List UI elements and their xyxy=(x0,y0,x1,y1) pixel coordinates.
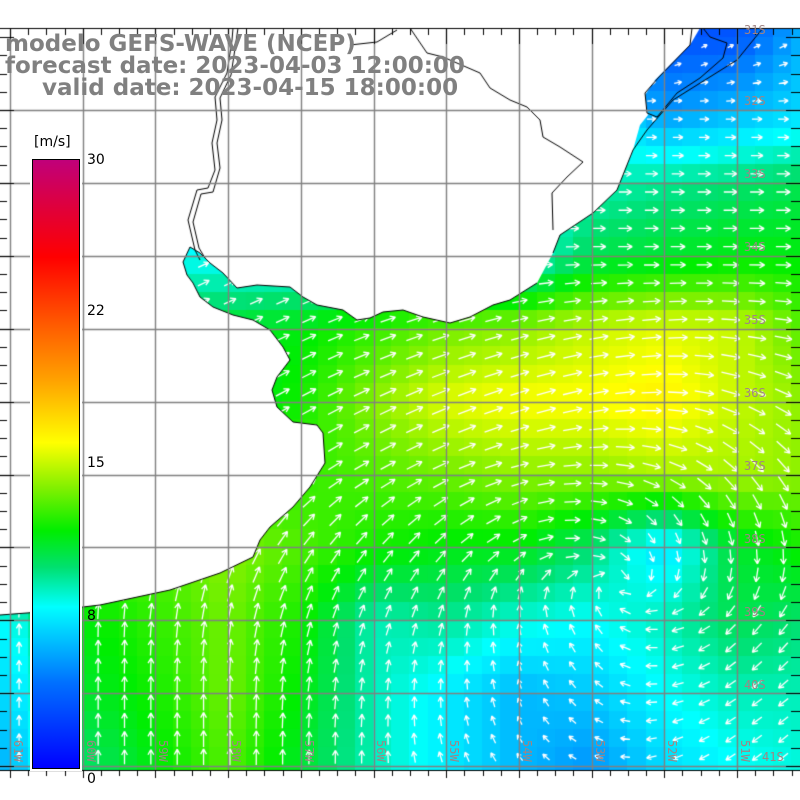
lat-label: 40S xyxy=(744,678,766,692)
lat-label: 41S xyxy=(762,750,784,764)
forecast-date: forecast date: 2023-04-03 12:00:00 xyxy=(5,53,465,79)
lon-label: 60W xyxy=(84,740,98,762)
lat-label: 31S xyxy=(744,23,766,37)
lat-label: 39S xyxy=(744,605,766,619)
colorbar-label: 22 xyxy=(87,303,105,319)
lon-label: 51W xyxy=(738,740,752,762)
model-title: modelo GEFS-WAVE (NCEP) xyxy=(5,31,356,57)
lat-label: 38S xyxy=(744,532,766,546)
colorbar-label: 15 xyxy=(87,455,105,471)
colorbar-label: 8 xyxy=(87,608,96,624)
lat-label: 33S xyxy=(744,167,766,181)
colorbar-unit: [m/s] xyxy=(34,134,71,150)
colorbar-label: 0 xyxy=(87,771,96,787)
lon-label: 59W xyxy=(156,740,170,762)
valid-date: valid date: 2023-04-15 18:00:00 xyxy=(42,75,459,101)
lat-label: 37S xyxy=(744,459,766,473)
lon-label: 54W xyxy=(520,740,534,762)
lat-label: 35S xyxy=(744,313,766,327)
lon-label: 53W xyxy=(593,740,607,762)
lon-label: 55W xyxy=(447,740,461,762)
lat-label: 32S xyxy=(744,94,766,108)
lon-label: 57W xyxy=(302,740,316,762)
colorbar-label: 30 xyxy=(87,152,105,168)
colorbar xyxy=(30,157,82,771)
lon-label: 58W xyxy=(229,740,243,762)
lon-label: 52W xyxy=(665,740,679,762)
lon-label: 61W xyxy=(11,740,25,762)
lat-label: 36S xyxy=(744,386,766,400)
lon-label: 56W xyxy=(374,740,388,762)
lat-label: 34S xyxy=(744,240,766,254)
